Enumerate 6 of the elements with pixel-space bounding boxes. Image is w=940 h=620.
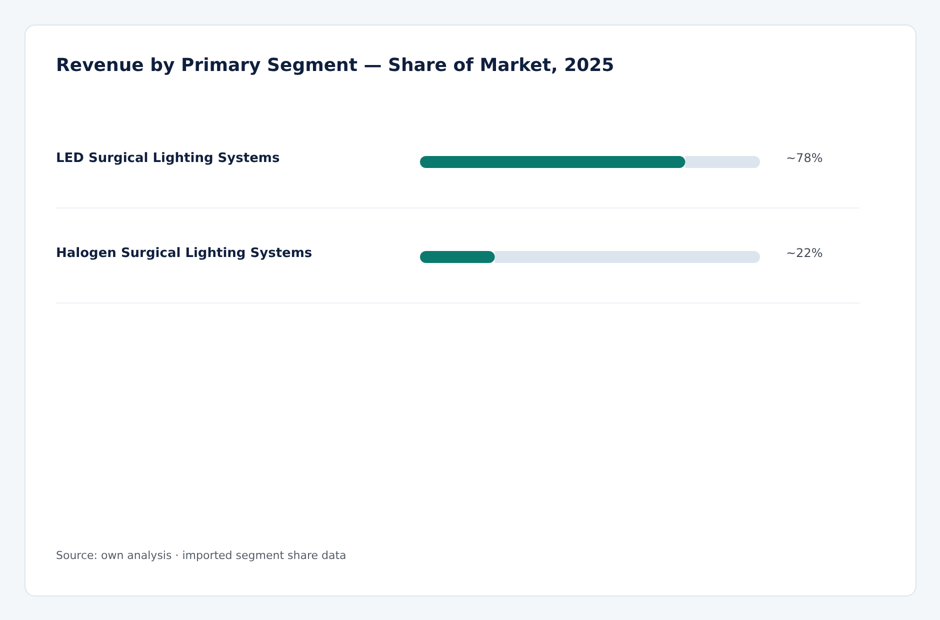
y-tick-label: Halogen Surgical Lighting Systems [56, 246, 312, 261]
data-label: ~78% [786, 151, 823, 165]
y-tick-label: LED Surgical Lighting Systems [56, 151, 280, 166]
data-label: ~22% [786, 246, 823, 260]
source-note: Source: own analysis · imported segment share data [56, 549, 346, 562]
chart-title: Revenue by Primary Segment — Share of Market, 2025 [56, 55, 614, 76]
